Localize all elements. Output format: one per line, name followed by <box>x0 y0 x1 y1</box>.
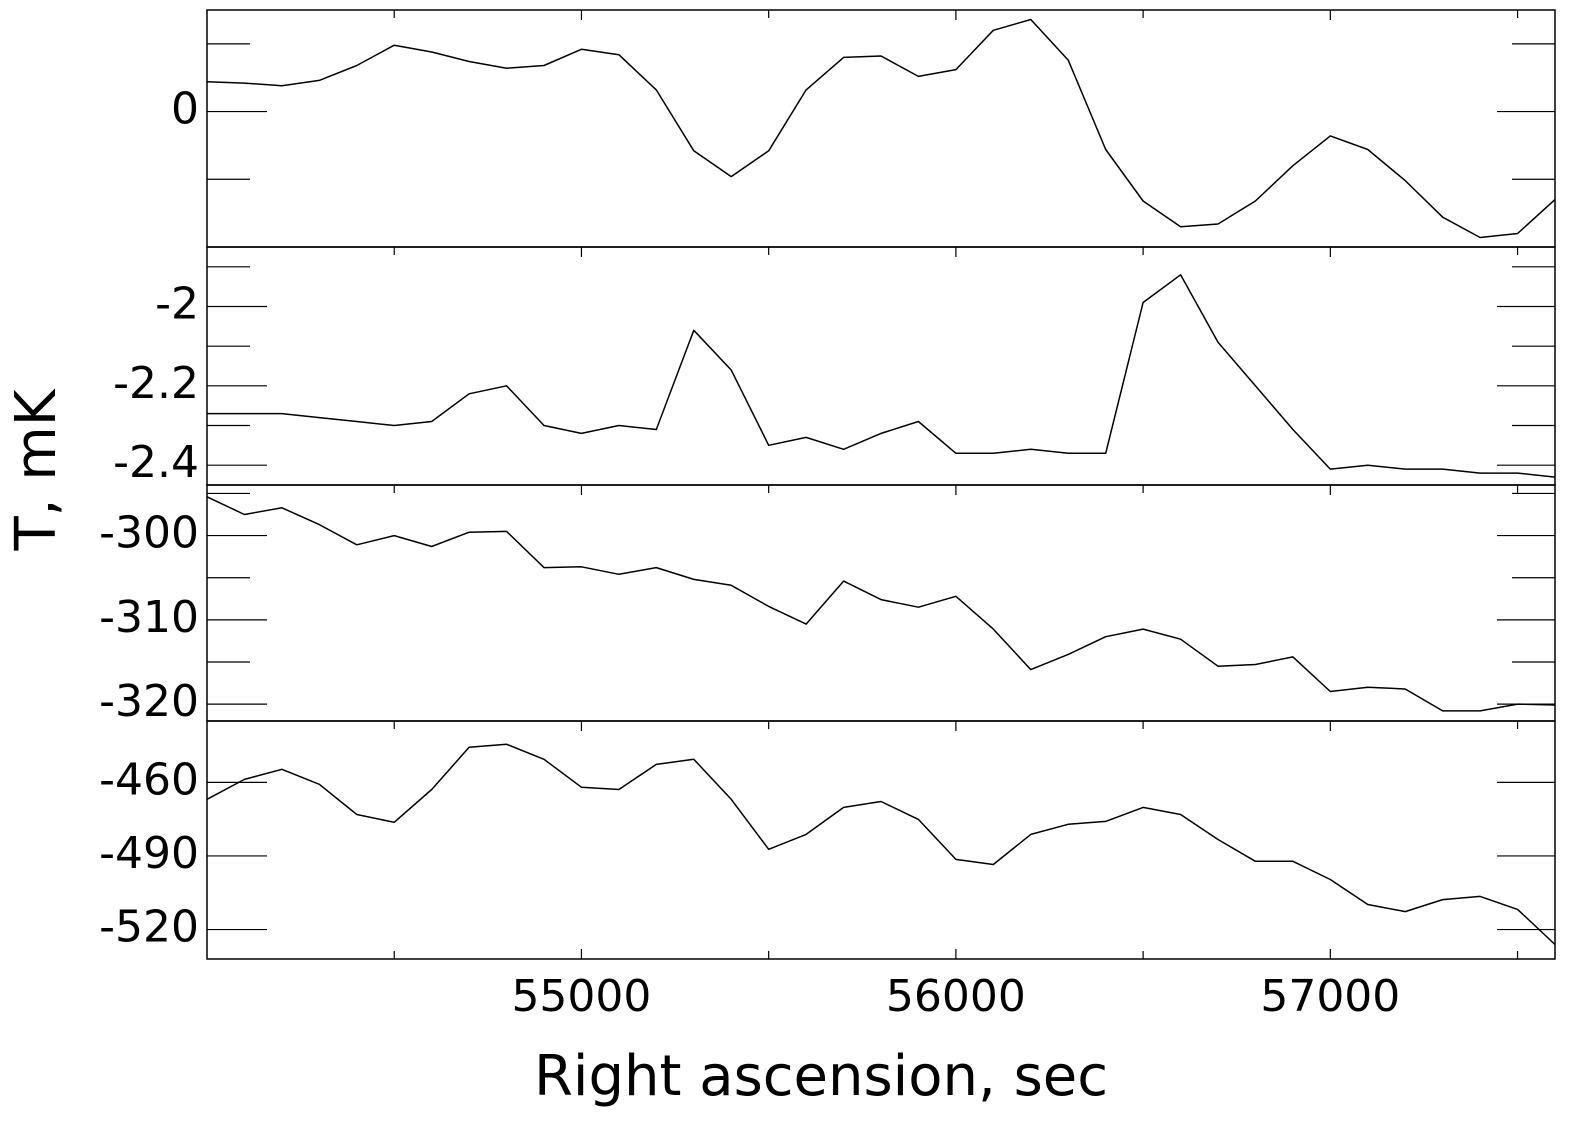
y-tick-label: -2.4 <box>113 437 199 488</box>
y-axis-label: T, mK <box>4 388 69 551</box>
y-tick-label: -490 <box>99 828 199 879</box>
plot-frame <box>206 720 1556 960</box>
data-line <box>206 743 1556 946</box>
y-tick-label: 0 <box>171 84 199 135</box>
y-tick-label: -320 <box>99 676 199 727</box>
plot-frame <box>206 246 1556 486</box>
x-axis-label: Right ascension, sec <box>534 1044 1108 1109</box>
y-tick-label: -2 <box>155 279 199 330</box>
plot-frame <box>206 9 1556 248</box>
x-tick-label: 57000 <box>1260 971 1400 1022</box>
x-tick-label: 56000 <box>886 971 1026 1022</box>
data-line <box>206 18 1556 239</box>
y-tick-label: -310 <box>99 592 199 643</box>
y-tick-label: -460 <box>99 754 199 805</box>
y-tick-label: -520 <box>99 902 199 953</box>
data-line <box>207 274 1556 478</box>
y-tick-label: -300 <box>99 508 199 559</box>
x-tick-label: 55000 <box>511 971 651 1022</box>
data-line <box>206 496 1556 712</box>
plot-frame <box>206 484 1556 722</box>
y-tick-label: -2.2 <box>113 358 199 409</box>
